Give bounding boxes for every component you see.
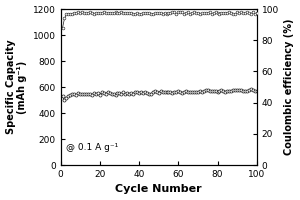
Text: @ 0.1 A g⁻¹: @ 0.1 A g⁻¹ xyxy=(67,143,119,152)
Y-axis label: Specific Capacity
(mAh g⁻¹): Specific Capacity (mAh g⁻¹) xyxy=(6,40,27,134)
Y-axis label: Coulombic efficiency (%): Coulombic efficiency (%) xyxy=(284,19,294,155)
X-axis label: Cycle Number: Cycle Number xyxy=(116,184,202,194)
